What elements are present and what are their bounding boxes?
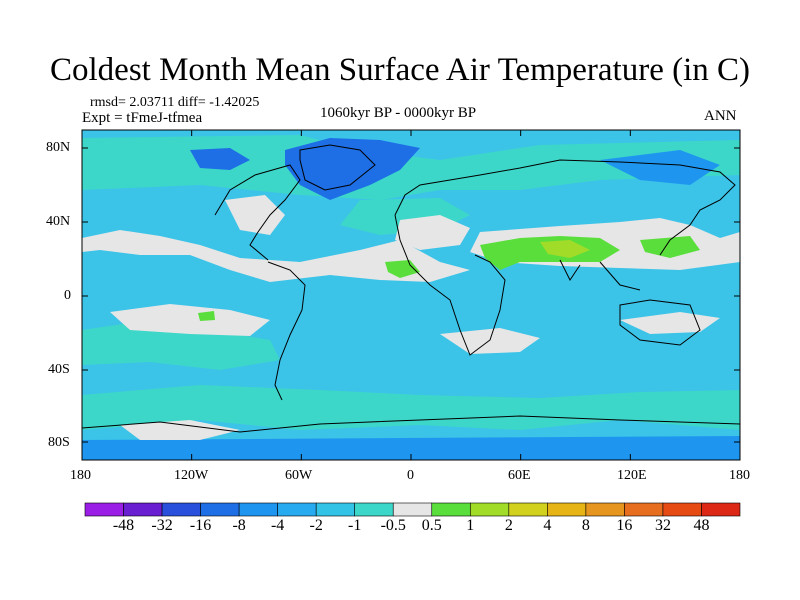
temperature-field <box>82 130 740 460</box>
yellow-green-region <box>540 240 590 258</box>
coastlines <box>82 144 740 433</box>
blue-region <box>190 148 250 170</box>
colorbar-swatch <box>624 502 664 517</box>
colorbar-swatch <box>84 502 124 517</box>
gray-region <box>110 304 270 336</box>
axis-ticks <box>81 130 741 460</box>
lon-tick-label: 120E <box>617 468 647 483</box>
teal-region <box>82 385 740 430</box>
lon-tick-label: 0 <box>407 468 414 483</box>
colorbar-label: -1 <box>348 517 362 534</box>
lat-tick-label: 40N <box>46 214 71 229</box>
colorbar-label: -4 <box>270 517 285 534</box>
lat-tick-label: 80N <box>46 140 71 155</box>
colorbar-label: 32 <box>654 517 671 534</box>
colorbar-label: 2 <box>504 517 513 534</box>
colorbar-label: 48 <box>693 517 710 534</box>
lon-tick-label: 180 <box>729 468 750 483</box>
light-blue-region <box>600 150 720 185</box>
colorbar <box>84 502 741 517</box>
gray-region <box>120 420 240 440</box>
lat-tick-label: 0 <box>64 288 71 303</box>
colorbar-swatch <box>662 502 702 517</box>
colorbar-label: -16 <box>189 517 212 534</box>
season-label: ANN <box>704 108 737 124</box>
lon-tick-label: 60E <box>508 468 531 483</box>
green-region <box>198 311 215 321</box>
colorbar-label: -8 <box>232 517 246 534</box>
gray-region <box>395 215 470 250</box>
gray-region <box>440 328 540 354</box>
teal-region <box>82 135 740 200</box>
lat-tick-label: 80S <box>48 435 70 450</box>
colorbar-label: -2 <box>309 517 323 534</box>
colorbar-label: -48 <box>112 517 135 534</box>
lon-tick-label: 60W <box>285 468 313 483</box>
stats-label: rmsd= 2.03711 diff= -1.42025 <box>90 95 260 110</box>
colorbar-swatch <box>392 502 433 517</box>
blue-region <box>285 138 420 200</box>
colorbar-label: 8 <box>581 517 590 534</box>
green-region <box>640 236 700 258</box>
colorbar-swatch <box>315 502 356 517</box>
colorbar-label: 1 <box>466 517 475 534</box>
colorbar-swatch <box>123 502 163 517</box>
colorbar-swatch <box>161 502 201 517</box>
experiment-label: Expt = tFmeJ-tfmea <box>82 110 203 126</box>
gray-region <box>82 230 470 282</box>
colorbar-swatch <box>585 502 625 517</box>
colorbar-label: 0.5 <box>421 517 442 534</box>
colorbar-swatch <box>200 502 240 517</box>
colorbar-label: -32 <box>151 517 173 534</box>
colorbar-swatch <box>508 502 548 517</box>
light-blue-region <box>82 436 740 460</box>
map-title: Coldest Month Mean Surface Air Temperatu… <box>50 52 750 88</box>
colorbar-label: 4 <box>543 517 552 534</box>
colorbar-swatch <box>431 502 471 517</box>
colorbar-label: 16 <box>616 517 633 534</box>
green-region <box>385 260 420 278</box>
colorbar-swatch <box>701 502 741 517</box>
gray-region <box>225 195 285 235</box>
colorbar-swatch <box>238 502 278 517</box>
colorbar-swatch <box>354 502 394 517</box>
period-label: 1060kyr BP - 0000kyr BP <box>320 105 477 121</box>
colorbar-swatch <box>547 502 587 517</box>
teal-region <box>82 320 280 370</box>
lon-tick-label: 180 <box>70 468 91 483</box>
colorbar-swatch <box>469 502 510 517</box>
lat-tick-label: 40S <box>48 362 70 377</box>
colorbar-label: -0.5 <box>380 517 406 534</box>
lon-tick-label: 120W <box>174 468 209 483</box>
colorbar-swatch <box>277 502 317 517</box>
